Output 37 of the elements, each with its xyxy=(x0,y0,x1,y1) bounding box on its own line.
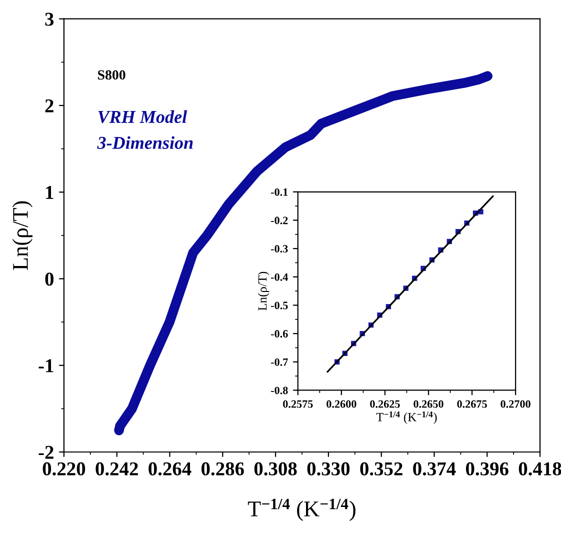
x-tick-label: 0.242 xyxy=(96,462,138,476)
annotation: VRH Model xyxy=(98,110,188,124)
y-tick-label: 2 xyxy=(45,99,54,112)
y-tick-label: -0.3 xyxy=(270,245,288,253)
y-axis-title: Ln(ρ/T) xyxy=(258,272,270,310)
y-tick-label: -0.7 xyxy=(270,358,288,366)
y-tick-label: -0.5 xyxy=(270,302,288,310)
x-tick-label: 0.2575 xyxy=(283,400,313,408)
x-tick-label: 0.264 xyxy=(148,462,192,476)
annotation: S800 xyxy=(98,70,126,80)
y-tick-label: -0.1 xyxy=(270,188,288,196)
x-tick-label: 0.2700 xyxy=(500,400,530,408)
y-tick-label: -0.6 xyxy=(270,330,288,338)
y-axis-title: Ln(ρ/T) xyxy=(12,201,32,270)
x-tick-label: 0.286 xyxy=(202,462,244,476)
x-tick-label: 0.330 xyxy=(307,462,350,476)
y-tick-label: -0.2 xyxy=(270,216,288,224)
x-tick-label: 0.220 xyxy=(42,462,86,476)
annotation: 3-Dimension xyxy=(97,136,193,149)
y-tick-label: 3 xyxy=(45,12,54,26)
x-tick-label: 0.2600 xyxy=(326,400,356,408)
x-tick-label: 0.2675 xyxy=(457,400,487,408)
x-tick-label: 0.396 xyxy=(466,462,508,476)
y-tick-label: -1 xyxy=(38,359,54,372)
x-axis-title: T$^{−1/4}$ (K$^{−1/4}$) xyxy=(248,498,356,521)
y-tick-label: 0 xyxy=(45,272,54,286)
y-tick-label: -0.8 xyxy=(270,386,288,394)
y-tick-label: -2 xyxy=(38,446,54,459)
x-tick-label: 0.352 xyxy=(360,462,402,476)
x-tick-label: 0.308 xyxy=(254,462,297,476)
x-tick-label: 0.374 xyxy=(413,462,456,476)
x-tick-label: 0.418 xyxy=(518,462,561,476)
x-tick-label: 0.2650 xyxy=(414,400,444,408)
y-tick-label: -0.4 xyxy=(270,273,288,281)
x-tick-label: 0.2625 xyxy=(370,400,400,408)
y-tick-label: 1 xyxy=(46,186,54,199)
x-axis-title: T$^{−1/4}$ (K$^{−1/4}$) xyxy=(376,411,437,424)
